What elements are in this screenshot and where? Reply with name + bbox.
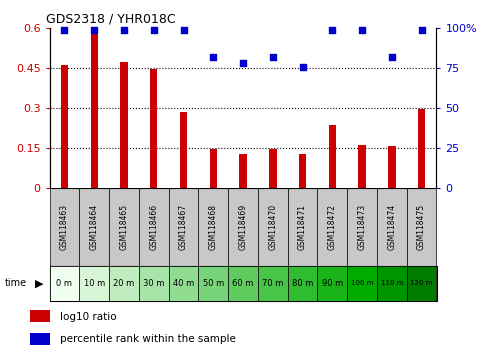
Text: 40 m: 40 m	[173, 279, 194, 288]
Bar	[418, 109, 425, 188]
FancyBboxPatch shape	[407, 188, 436, 266]
Text: 0 m: 0 m	[57, 279, 72, 288]
Bar	[258, 266, 288, 301]
Bar	[30, 310, 50, 321]
Bar	[328, 125, 336, 188]
FancyBboxPatch shape	[288, 188, 317, 266]
Point	[418, 27, 426, 33]
Bar	[180, 112, 187, 188]
Point	[388, 54, 396, 60]
Text: GSM118475: GSM118475	[417, 204, 426, 250]
Bar	[239, 154, 247, 188]
Bar	[30, 333, 50, 345]
Bar	[347, 266, 377, 301]
Text: GSM118474: GSM118474	[387, 204, 396, 250]
Bar	[91, 30, 98, 188]
Bar	[139, 266, 169, 301]
FancyBboxPatch shape	[79, 188, 109, 266]
Bar	[407, 266, 436, 301]
Bar	[269, 149, 277, 188]
Bar	[198, 266, 228, 301]
Text: 110 m: 110 m	[380, 280, 403, 286]
Bar	[228, 266, 258, 301]
Text: 70 m: 70 m	[262, 279, 284, 288]
Text: GSM118468: GSM118468	[209, 204, 218, 250]
Text: GSM118466: GSM118466	[149, 204, 158, 250]
Text: GSM118467: GSM118467	[179, 204, 188, 250]
Text: 100 m: 100 m	[351, 280, 373, 286]
Text: 120 m: 120 m	[410, 280, 433, 286]
Text: GSM118472: GSM118472	[328, 204, 337, 250]
Text: 80 m: 80 m	[292, 279, 313, 288]
Text: 30 m: 30 m	[143, 279, 165, 288]
Point	[150, 27, 158, 33]
Bar	[50, 266, 79, 301]
Point	[239, 61, 247, 66]
Text: time: time	[5, 278, 27, 288]
Bar	[61, 65, 68, 188]
Bar	[209, 149, 217, 188]
Text: 20 m: 20 m	[114, 279, 134, 288]
Text: log10 ratio: log10 ratio	[60, 312, 116, 322]
Point	[209, 54, 217, 60]
Text: GSM118463: GSM118463	[60, 204, 69, 250]
Point	[299, 64, 307, 69]
Bar	[377, 266, 407, 301]
Text: GSM118465: GSM118465	[120, 204, 128, 250]
FancyBboxPatch shape	[377, 188, 407, 266]
FancyBboxPatch shape	[139, 188, 169, 266]
Bar	[120, 62, 128, 188]
Bar	[288, 266, 317, 301]
Text: GSM118473: GSM118473	[358, 204, 367, 250]
Text: percentile rank within the sample: percentile rank within the sample	[60, 333, 236, 344]
Bar	[150, 69, 157, 188]
Point	[328, 27, 336, 33]
Point	[120, 27, 128, 33]
Text: GSM118470: GSM118470	[268, 204, 277, 250]
Bar	[358, 145, 366, 188]
Text: GSM118464: GSM118464	[90, 204, 99, 250]
Bar	[169, 266, 198, 301]
FancyBboxPatch shape	[169, 188, 198, 266]
Point	[180, 27, 187, 33]
Bar	[299, 154, 306, 188]
FancyBboxPatch shape	[228, 188, 258, 266]
Text: GSM118469: GSM118469	[239, 204, 248, 250]
Bar	[79, 266, 109, 301]
Bar	[109, 266, 139, 301]
Point	[269, 54, 277, 60]
Bar	[317, 266, 347, 301]
FancyBboxPatch shape	[109, 188, 139, 266]
Bar	[50, 266, 437, 301]
Point	[61, 27, 68, 33]
Bar	[388, 147, 396, 188]
Point	[90, 27, 98, 33]
FancyBboxPatch shape	[347, 188, 377, 266]
FancyBboxPatch shape	[317, 188, 347, 266]
Text: 60 m: 60 m	[232, 279, 254, 288]
Text: ▶: ▶	[35, 278, 43, 288]
FancyBboxPatch shape	[258, 188, 288, 266]
Text: 50 m: 50 m	[203, 279, 224, 288]
Text: 90 m: 90 m	[322, 279, 343, 288]
Text: GSM118471: GSM118471	[298, 204, 307, 250]
FancyBboxPatch shape	[198, 188, 228, 266]
Point	[358, 27, 366, 33]
Text: 10 m: 10 m	[84, 279, 105, 288]
Text: GDS2318 / YHR018C: GDS2318 / YHR018C	[46, 13, 176, 26]
FancyBboxPatch shape	[50, 188, 79, 266]
